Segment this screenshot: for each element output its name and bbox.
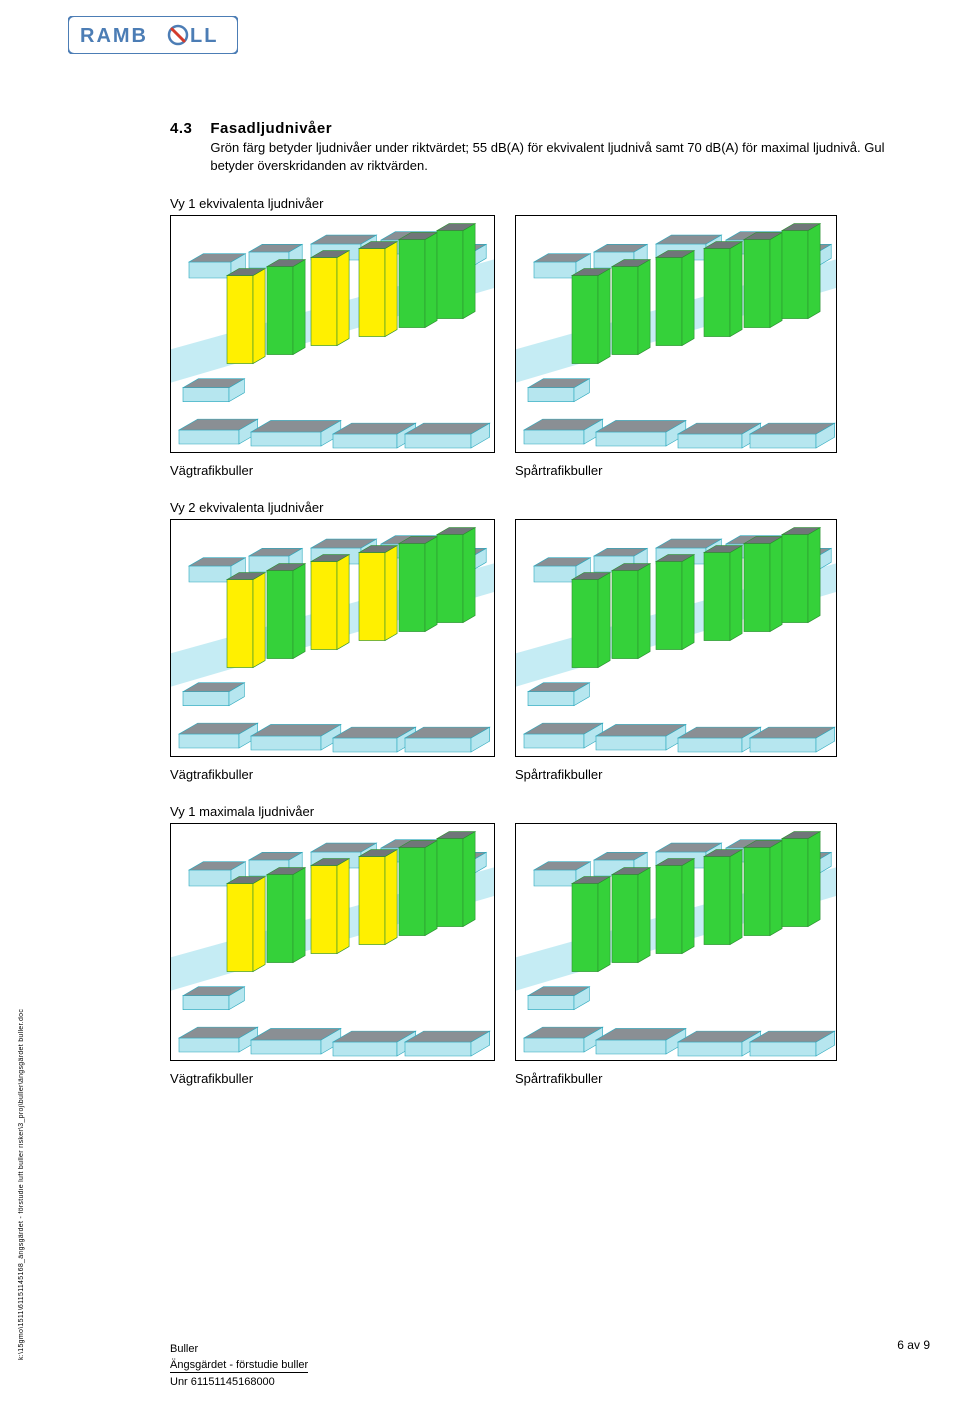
logo: RAMB LL	[68, 16, 238, 54]
footer-category: Buller	[170, 1343, 890, 1355]
caption-right: Spårtrafikbuller	[515, 1071, 602, 1086]
figure-right	[515, 519, 837, 757]
caption-left: Vägtrafikbuller	[170, 1071, 515, 1086]
caption-right: Spårtrafikbuller	[515, 463, 602, 478]
section-heading-row: 4.3 Fasadljudnivåer Grön färg betyder lj…	[170, 120, 890, 174]
figure-row	[170, 823, 890, 1061]
caption-left: Vägtrafikbuller	[170, 767, 515, 782]
figure-right	[515, 215, 837, 453]
vy-label: Vy 2 ekvivalenta ljudnivåer	[170, 500, 890, 515]
figure-row	[170, 215, 890, 453]
footer-unr: Unr 61151145168000	[170, 1376, 890, 1388]
section-number: 4.3	[170, 120, 192, 174]
figure-left	[170, 215, 495, 453]
section-title: Fasadljudnivåer	[210, 120, 890, 137]
section-body: Grön färg betyder ljudnivåer under riktv…	[210, 139, 890, 174]
vy-label: Vy 1 maximala ljudnivåer	[170, 804, 890, 819]
figure-row	[170, 519, 890, 757]
footer-project: Ängsgärdet - förstudie buller	[170, 1359, 308, 1373]
svg-text:LL: LL	[190, 25, 218, 47]
figure-left	[170, 519, 495, 757]
document-path: k:\15gmo\1511\61151145168_ängsgärdet - f…	[18, 760, 30, 1360]
figure-right	[515, 823, 837, 1061]
caption-row: Vägtrafikbuller Spårtrafikbuller	[170, 767, 890, 782]
figure-left	[170, 823, 495, 1061]
caption-row: Vägtrafikbuller Spårtrafikbuller	[170, 463, 890, 478]
vy-label: Vy 1 ekvivalenta ljudnivåer	[170, 196, 890, 211]
page-number: 6 av 9	[897, 1338, 930, 1352]
caption-row: Vägtrafikbuller Spårtrafikbuller	[170, 1071, 890, 1086]
main-content: 4.3 Fasadljudnivåer Grön färg betyder lj…	[170, 120, 890, 1086]
svg-text:RAMB: RAMB	[80, 25, 148, 47]
caption-right: Spårtrafikbuller	[515, 767, 602, 782]
footer: Buller Ängsgärdet - förstudie buller Unr…	[170, 1337, 890, 1388]
caption-left: Vägtrafikbuller	[170, 463, 515, 478]
